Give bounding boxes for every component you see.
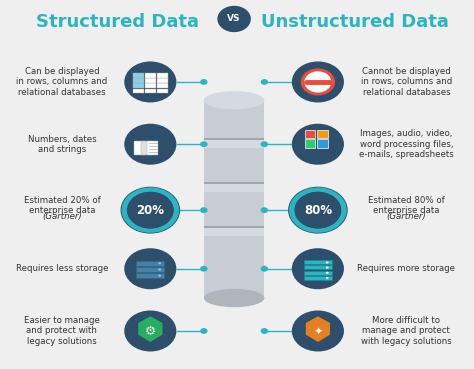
Bar bbox=[157, 89, 168, 93]
FancyBboxPatch shape bbox=[147, 141, 158, 155]
Circle shape bbox=[261, 207, 268, 213]
Circle shape bbox=[124, 124, 176, 165]
Ellipse shape bbox=[204, 289, 264, 307]
Circle shape bbox=[326, 272, 328, 274]
Circle shape bbox=[261, 328, 268, 334]
Circle shape bbox=[261, 141, 268, 147]
Circle shape bbox=[292, 62, 344, 103]
Circle shape bbox=[295, 192, 341, 228]
Circle shape bbox=[301, 68, 335, 96]
FancyBboxPatch shape bbox=[304, 260, 332, 264]
Circle shape bbox=[127, 192, 173, 228]
Circle shape bbox=[124, 62, 176, 103]
Circle shape bbox=[124, 310, 176, 352]
Bar bbox=[204, 227, 264, 236]
Polygon shape bbox=[306, 316, 330, 342]
Text: Cannot be displayed
in rows, columns and
relational databases: Cannot be displayed in rows, columns and… bbox=[361, 67, 452, 97]
FancyBboxPatch shape bbox=[134, 141, 145, 155]
Text: ✦: ✦ bbox=[313, 327, 323, 337]
FancyBboxPatch shape bbox=[305, 130, 315, 138]
FancyBboxPatch shape bbox=[304, 270, 332, 275]
Wedge shape bbox=[121, 187, 179, 233]
FancyBboxPatch shape bbox=[305, 139, 315, 148]
Circle shape bbox=[158, 275, 161, 277]
Bar bbox=[204, 226, 264, 228]
Circle shape bbox=[120, 187, 180, 234]
Circle shape bbox=[292, 124, 344, 165]
Text: 20%: 20% bbox=[137, 204, 164, 217]
Circle shape bbox=[200, 79, 208, 85]
FancyBboxPatch shape bbox=[141, 141, 152, 155]
Bar bbox=[145, 89, 156, 93]
Circle shape bbox=[200, 266, 208, 272]
FancyBboxPatch shape bbox=[304, 276, 332, 280]
Bar bbox=[204, 139, 264, 148]
Circle shape bbox=[200, 328, 208, 334]
Text: Numbers, dates
and strings: Numbers, dates and strings bbox=[27, 135, 96, 154]
Circle shape bbox=[158, 268, 161, 270]
FancyBboxPatch shape bbox=[137, 261, 164, 266]
FancyBboxPatch shape bbox=[318, 139, 328, 148]
Circle shape bbox=[326, 277, 328, 279]
Text: Structured Data: Structured Data bbox=[36, 13, 199, 31]
Circle shape bbox=[326, 266, 328, 269]
Bar bbox=[133, 83, 144, 88]
Bar bbox=[133, 78, 144, 83]
Bar bbox=[204, 138, 264, 140]
Text: Estimated 20% of
enterprise data: Estimated 20% of enterprise data bbox=[24, 196, 100, 215]
Bar bbox=[133, 73, 144, 77]
Polygon shape bbox=[138, 316, 163, 342]
Circle shape bbox=[200, 141, 208, 147]
Bar bbox=[204, 182, 264, 184]
Text: Images, audio, video,
word processing files,
e-mails, spreadsheets: Images, audio, video, word processing fi… bbox=[359, 129, 454, 159]
Text: Easier to manage
and protect with
legacy solutions: Easier to manage and protect with legacy… bbox=[24, 316, 100, 346]
Text: Requires more storage: Requires more storage bbox=[357, 264, 456, 273]
FancyBboxPatch shape bbox=[318, 130, 328, 138]
Circle shape bbox=[304, 71, 331, 93]
Circle shape bbox=[261, 79, 268, 85]
Bar bbox=[145, 83, 156, 88]
FancyBboxPatch shape bbox=[304, 265, 332, 269]
Bar bbox=[157, 73, 168, 77]
Text: Requires less storage: Requires less storage bbox=[16, 264, 108, 273]
Text: VS: VS bbox=[228, 14, 241, 24]
Text: ⚙: ⚙ bbox=[145, 325, 156, 338]
Circle shape bbox=[326, 261, 328, 263]
Bar bbox=[145, 73, 156, 77]
Text: More difficult to
manage and protect
with legacy solutions: More difficult to manage and protect wit… bbox=[361, 316, 452, 346]
Text: Can be displayed
in rows, columns and
relational databases: Can be displayed in rows, columns and re… bbox=[16, 67, 108, 97]
Wedge shape bbox=[289, 187, 347, 233]
Ellipse shape bbox=[204, 91, 264, 110]
Circle shape bbox=[124, 248, 176, 289]
Circle shape bbox=[288, 187, 348, 234]
Circle shape bbox=[292, 310, 344, 352]
FancyBboxPatch shape bbox=[137, 267, 164, 272]
Bar bbox=[133, 89, 144, 93]
Circle shape bbox=[261, 266, 268, 272]
Circle shape bbox=[292, 248, 344, 289]
Text: Unstructured Data: Unstructured Data bbox=[261, 13, 449, 31]
Bar bbox=[157, 78, 168, 83]
FancyBboxPatch shape bbox=[137, 273, 164, 278]
Text: (Gartner): (Gartner) bbox=[386, 212, 426, 221]
Circle shape bbox=[218, 6, 251, 32]
Text: (Gartner): (Gartner) bbox=[42, 212, 82, 221]
Circle shape bbox=[158, 262, 161, 264]
Circle shape bbox=[200, 207, 208, 213]
Text: Estimated 80% of
enterprise data: Estimated 80% of enterprise data bbox=[368, 196, 445, 215]
Bar bbox=[145, 78, 156, 83]
Bar bbox=[157, 83, 168, 88]
Text: 80%: 80% bbox=[304, 204, 332, 217]
Bar bbox=[204, 183, 264, 192]
Bar bbox=[204, 100, 264, 298]
